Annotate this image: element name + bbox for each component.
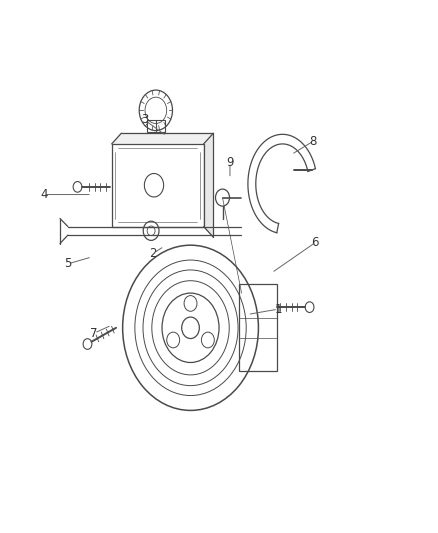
Text: 7: 7 — [90, 327, 98, 340]
Polygon shape — [204, 133, 213, 237]
Bar — [147, 120, 165, 132]
Text: 5: 5 — [64, 257, 71, 270]
Text: 9: 9 — [226, 156, 234, 169]
Text: 2: 2 — [149, 247, 157, 260]
Bar — [112, 144, 204, 227]
Text: 4: 4 — [40, 188, 48, 201]
Polygon shape — [112, 133, 213, 144]
Text: 6: 6 — [311, 236, 319, 249]
Bar — [240, 284, 277, 371]
Text: 3: 3 — [141, 114, 148, 126]
Text: 8: 8 — [310, 135, 317, 148]
Text: 1: 1 — [274, 303, 282, 316]
